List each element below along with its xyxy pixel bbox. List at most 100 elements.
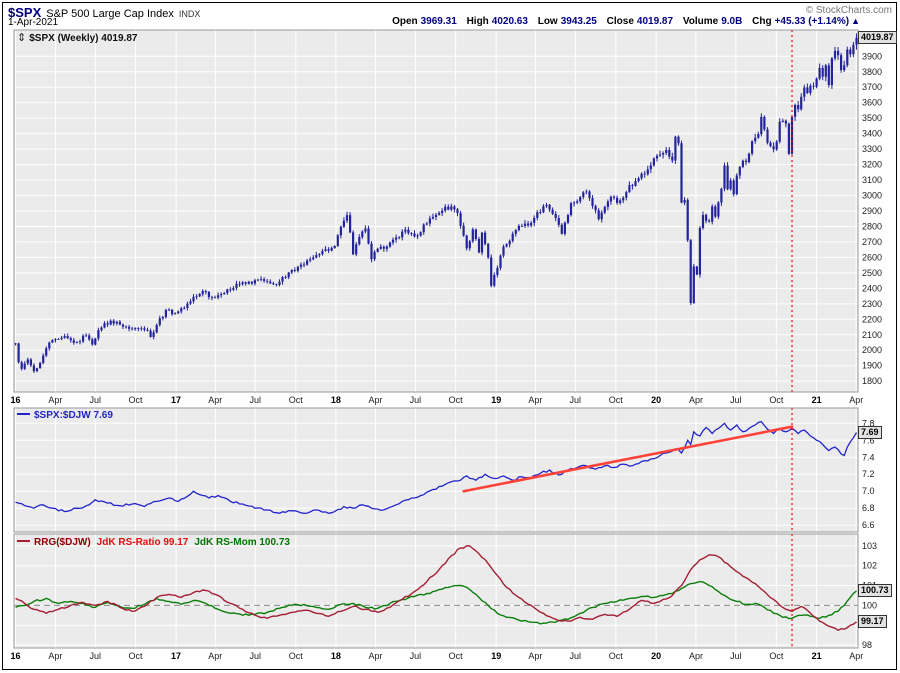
x-tick-label: Oct [128, 395, 143, 405]
quote-line: Open 3969.31 High 4020.63 Low 3943.25 Close… [385, 16, 860, 27]
chg-label: Chg [752, 16, 772, 27]
x-tick-label: Apr [689, 395, 703, 405]
rrg-legend-title: RRG($DJW) [34, 537, 91, 548]
x-tick-label: Apr [689, 651, 703, 661]
x-tick-label: 16 [10, 395, 20, 405]
x-tick-label: Oct [769, 395, 784, 405]
y-tick-label: 7.6 [862, 435, 875, 445]
volume-label: Volume [682, 16, 719, 27]
y-tick-label: 2900 [862, 206, 882, 216]
x-tick-label: Apr [849, 651, 863, 661]
x-tick-label: 19 [491, 651, 501, 661]
y-tick-label: 3100 [862, 175, 882, 185]
x-tick-label: Oct [449, 651, 464, 661]
y-tick-label: 6.8 [862, 503, 875, 513]
volume-value: 9.0B [721, 16, 743, 27]
low-label: Low [537, 16, 558, 27]
rs-ratio-line [15, 545, 857, 631]
x-tick-label: Apr [849, 395, 863, 405]
y-tick-label: 3000 [862, 191, 882, 201]
x-tick-label: Apr [208, 651, 222, 661]
x-tick-label: 21 [812, 651, 822, 661]
ratio-panel-grid [14, 408, 858, 532]
high-label: High [466, 16, 489, 27]
price-legend-label: $SPX (Weekly) 4019.87 [29, 33, 138, 44]
x-tick-label: 17 [171, 395, 181, 405]
x-tick-label: Jul [410, 651, 422, 661]
ratio-panel-border [13, 407, 859, 533]
x-tick-label: Jul [249, 395, 261, 405]
y-tick-label: 3800 [862, 67, 882, 77]
x-tick-label: Oct [128, 651, 143, 661]
x-tick-label: Jul [249, 651, 261, 661]
line-swatch-icon [17, 540, 30, 542]
ratio-legend-label: $SPX:$DJW 7.69 [34, 410, 113, 421]
x-tick-label: Jul [90, 651, 102, 661]
x-tick-label: Apr [48, 395, 62, 405]
x-tick-label: Jul [90, 395, 102, 405]
main-x-axis-labels: 16 Apr Jul Oct 17 Apr Jul Oct 18 Apr Jul Oct 19 Apr Ju… [10, 395, 863, 405]
header: $SPX S&P 500 Large Cap Index INDX © StockC… [8, 4, 892, 20]
index-name: S&P 500 Large Cap Index [46, 8, 174, 20]
y-tick-label: 7.2 [862, 469, 875, 479]
price-legend: ⇕ $SPX (Weekly) 4019.87 [17, 31, 137, 44]
x-tick-label: 20 [651, 651, 661, 661]
price-panel-grid [14, 30, 858, 392]
price-last-value-box: 4019.87 [858, 31, 897, 44]
ratio-line [15, 420, 858, 514]
y-tick-label: 103 [862, 541, 877, 551]
y-tick-label: 98 [862, 640, 872, 650]
y-tick-label: 3900 [862, 51, 882, 61]
x-tick-label: 17 [171, 651, 181, 661]
y-tick-label: 2700 [862, 237, 882, 247]
y-tick-label: 7.8 [862, 418, 875, 428]
y-tick-label: 2500 [862, 268, 882, 278]
y-tick-label: 7.0 [862, 486, 875, 496]
exchange: INDX [178, 9, 201, 19]
close-label: Close [606, 16, 634, 27]
y-tick-label: 3600 [862, 98, 882, 108]
y-tick-label: 1900 [862, 361, 882, 371]
low-value: 3943.25 [560, 16, 597, 27]
y-tick-label: 3700 [862, 82, 882, 92]
ratio-legend: $SPX:$DJW 7.69 [17, 410, 113, 421]
y-tick-label: 6.6 [862, 520, 875, 530]
ratio-y-axis-labels: 6.6 6.8 7.0 7.2 7.4 7.6 7.8 [862, 418, 875, 530]
y-tick-label: 1800 [862, 376, 882, 386]
open-label: Open [392, 16, 418, 27]
x-tick-label: 18 [331, 395, 341, 405]
x-tick-label: Oct [289, 395, 304, 405]
x-tick-label: Jul [570, 651, 582, 661]
y-tick-label: 2300 [862, 299, 882, 309]
y-tick-label: 2200 [862, 314, 882, 324]
x-tick-label: Oct [609, 395, 624, 405]
candlestick-icon: ⇕ [17, 32, 27, 44]
x-tick-label: Apr [528, 395, 542, 405]
y-tick-label: 3500 [862, 113, 882, 123]
x-tick-label: Jul [410, 395, 422, 405]
price-y-axis-labels: 1800 1900 2000 2100 2200 2300 2400 2500 2600 2700… [862, 51, 882, 386]
chg-value: +45.33 (+1.14%) [774, 16, 850, 27]
ratio-trendline [462, 425, 794, 493]
x-tick-label: Oct [769, 651, 784, 661]
rs-ratio-legend-label: JdK RS-Ratio 99.17 [96, 537, 189, 548]
x-tick-label: 19 [491, 395, 501, 405]
chart-date: 1-Apr-2021 [8, 17, 59, 28]
price-candles [14, 33, 858, 373]
y-tick-label: 2400 [862, 283, 882, 293]
rs-ratio-last-value-box: 99.17 [858, 615, 887, 628]
x-tick-label: Apr [528, 651, 542, 661]
y-tick-label: 3400 [862, 129, 882, 139]
open-value: 3969.31 [420, 16, 457, 27]
x-tick-label: 21 [812, 395, 822, 405]
x-tick-label: Jul [730, 651, 742, 661]
ratio-last-value-box: 7.69 [858, 426, 882, 439]
x-tick-label: 20 [651, 395, 661, 405]
high-value: 4020.63 [491, 16, 528, 27]
x-tick-label: Oct [289, 651, 304, 661]
y-tick-label: 3300 [862, 144, 882, 154]
y-tick-label: 2600 [862, 252, 882, 262]
x-tick-label: Apr [368, 395, 382, 405]
x-tick-label: Apr [48, 651, 62, 661]
